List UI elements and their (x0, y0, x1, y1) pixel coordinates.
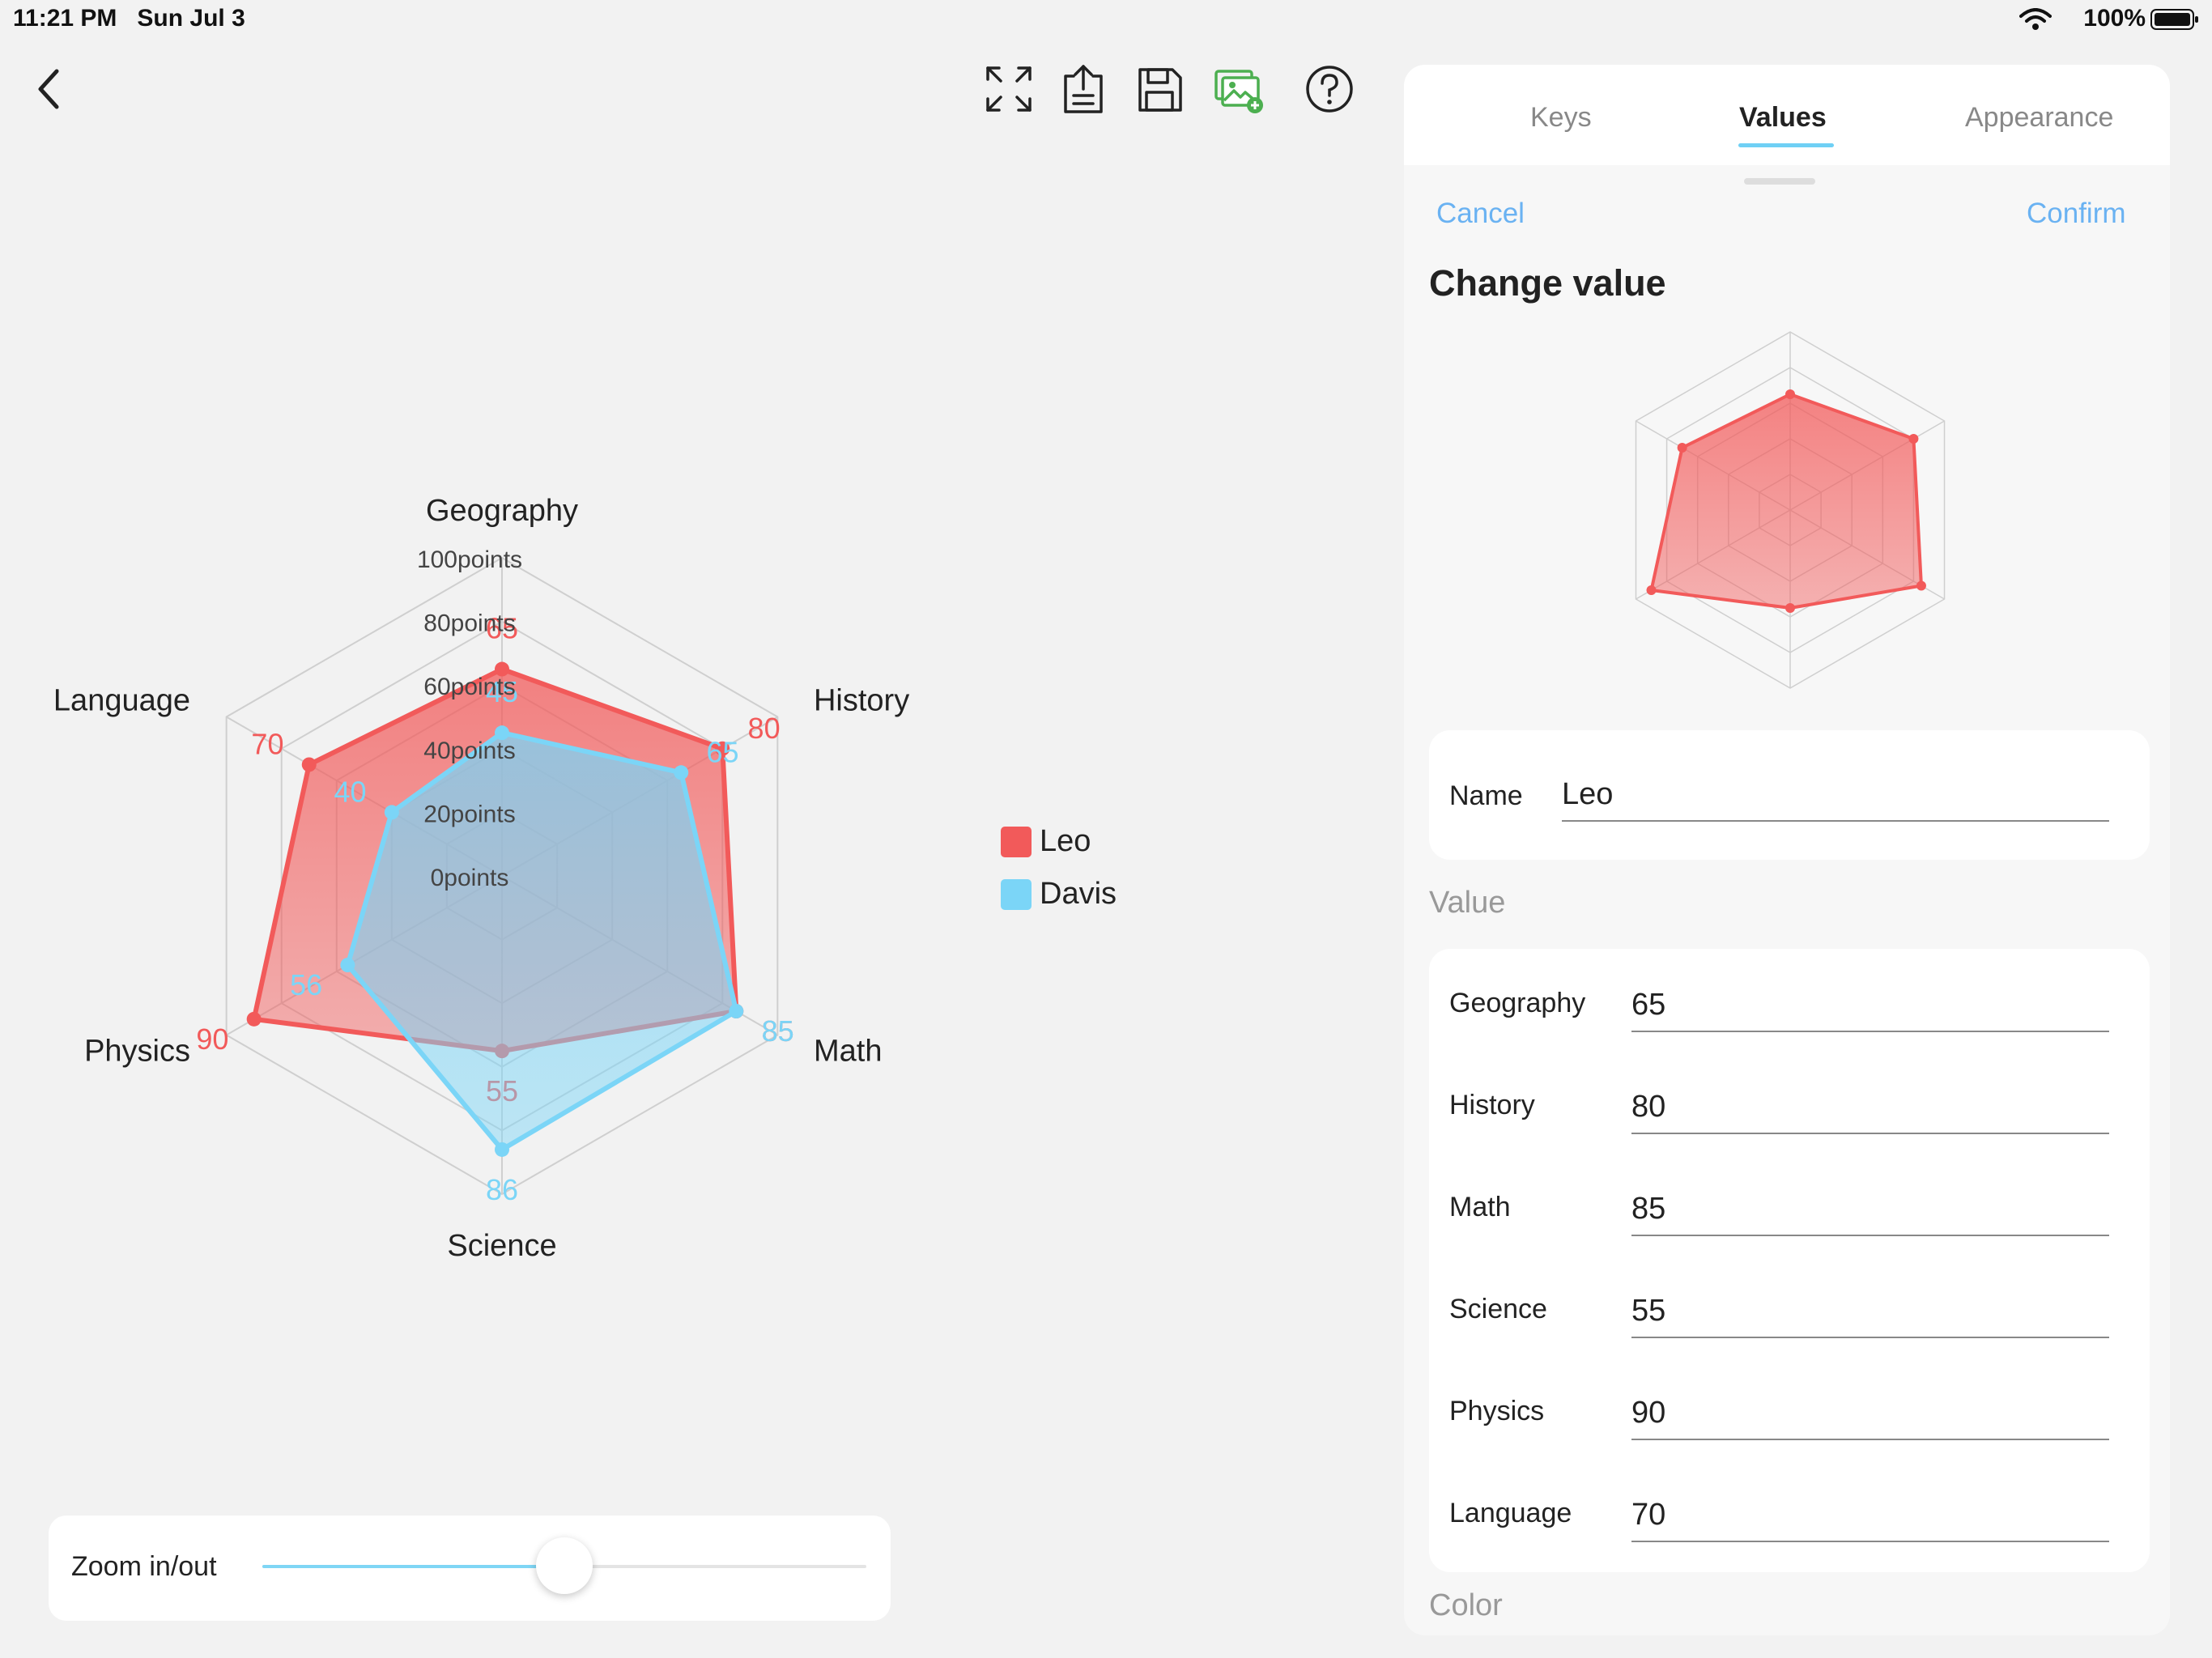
data-point-leo-geography (495, 661, 509, 677)
save-icon[interactable] (1134, 63, 1185, 115)
value-label-math: Math (1449, 1192, 1511, 1222)
axis-label-geography: Geography (426, 494, 578, 528)
axis-label-science: Science (447, 1229, 556, 1263)
data-point-davis-physics (340, 958, 355, 973)
photo-add-icon[interactable] (1213, 63, 1265, 115)
legend-label-leo: Leo (1040, 824, 1091, 858)
data-point-leo-history (1908, 434, 1919, 444)
zoom-label: Zoom in/out (71, 1551, 217, 1582)
legend-item-davis[interactable]: Davis (1001, 877, 1117, 912)
radar-preview (1635, 331, 1946, 689)
scale-label: 40points (423, 738, 515, 764)
value-label-science: Science (1449, 1294, 1547, 1324)
data-point-leo-physics (1646, 585, 1657, 595)
scale-label: 0points (431, 865, 509, 891)
value-section-label: Value (1429, 886, 1506, 920)
data-label-leo-geography: 65 (486, 612, 518, 645)
data-label-leo-language: 70 (251, 727, 283, 760)
data-label-davis-science: 86 (486, 1173, 518, 1206)
legend-item-leo[interactable]: Leo (1001, 824, 1117, 859)
status-bar: 11:21 PM Sun Jul 3 100% (0, 0, 2212, 39)
panel-title: Change value (1429, 262, 1666, 304)
scale-label: 20points (423, 801, 515, 827)
chart-legend: Leo Davis (1001, 824, 1117, 929)
help-icon[interactable] (1304, 63, 1355, 115)
value-field-language[interactable] (1631, 1498, 2109, 1542)
data-label-leo-history: 80 (748, 712, 781, 745)
data-point-leo-science (1785, 603, 1795, 613)
data-point-davis-math (729, 1004, 744, 1019)
data-point-leo-physics (246, 1011, 262, 1027)
value-field-geography[interactable] (1631, 988, 2109, 1032)
data-label-davis-geography: 45 (486, 675, 518, 708)
data-label-davis-language: 40 (334, 775, 367, 808)
data-label-leo-physics: 90 (196, 1022, 228, 1056)
data-point-davis-language (384, 805, 399, 820)
expand-icon[interactable] (983, 63, 1035, 115)
axis-label-physics: Physics (84, 1035, 190, 1069)
value-field-math[interactable] (1631, 1192, 2109, 1236)
data-point-leo-history (715, 741, 730, 756)
name-card: Name (1429, 730, 2150, 860)
battery-icon (2150, 9, 2198, 30)
data-label-davis-physics: 56 (290, 968, 322, 1001)
data-point-davis-history (674, 765, 689, 780)
data-point-leo-language (1677, 443, 1687, 453)
data-point-leo-math (1916, 580, 1926, 591)
export-clipboard-icon[interactable] (1057, 63, 1109, 115)
name-label: Name (1449, 780, 1523, 811)
tab-values[interactable]: Values (1739, 102, 1827, 133)
name-field[interactable] (1562, 777, 2109, 822)
legend-label-davis: Davis (1040, 877, 1117, 911)
axis-label-language: Language (53, 684, 190, 718)
wifi-icon (2019, 8, 2052, 30)
color-section-label: Color (1429, 1588, 1503, 1622)
battery-percent: 100% (2083, 5, 2146, 32)
data-point-davis-geography (495, 725, 509, 741)
status-time: 11:21 PM Sun Jul 3 (13, 5, 245, 32)
scale-label: 80points (423, 610, 515, 637)
data-label-davis-math: 85 (762, 1014, 794, 1048)
zoom-card: Zoom in/out (49, 1516, 891, 1621)
data-label-leo-math: 85 (762, 1014, 794, 1048)
tab-keys[interactable]: Keys (1530, 102, 1592, 133)
data-point-leo-language (301, 757, 317, 772)
values-card: Geography History Math Science Physics L… (1429, 949, 2150, 1572)
sheet-grabber[interactable] (1744, 178, 1815, 185)
value-field-physics[interactable] (1631, 1396, 2109, 1440)
scale-label: 100points (417, 546, 522, 573)
axis-label-history: History (814, 684, 909, 718)
zoom-slider-thumb[interactable] (536, 1537, 593, 1594)
active-tab-indicator (1738, 143, 1834, 147)
zoom-slider[interactable] (262, 1537, 866, 1594)
value-field-science[interactable] (1631, 1294, 2109, 1338)
confirm-button[interactable]: Confirm (2027, 198, 2126, 229)
value-label-history: History (1449, 1090, 1535, 1120)
data-label-davis-history: 65 (707, 735, 739, 768)
radar-chart: 6580855590704565858656400points20points4… (53, 494, 909, 1263)
back-icon[interactable] (32, 65, 65, 113)
legend-swatch-leo (1001, 826, 1032, 857)
value-label-geography: Geography (1449, 988, 1586, 1018)
legend-swatch-davis (1001, 878, 1032, 910)
series-area-leo (1649, 393, 1923, 610)
cancel-button[interactable]: Cancel (1436, 198, 1525, 229)
data-point-leo-geography (1785, 389, 1795, 399)
value-label-language: Language (1449, 1498, 1572, 1528)
tab-appearance[interactable]: Appearance (1965, 102, 2114, 133)
value-field-history[interactable] (1631, 1090, 2109, 1134)
axis-label-math: Math (814, 1035, 882, 1069)
tab-bar: Keys Values Appearance (1404, 65, 2170, 165)
edit-panel: Keys Values Appearance Cancel Confirm Ch… (1404, 65, 2170, 1635)
data-point-davis-science (495, 1141, 509, 1157)
value-label-physics: Physics (1449, 1396, 1545, 1426)
zoom-slider-fill (262, 1565, 564, 1568)
scale-label: 60points (423, 674, 515, 700)
